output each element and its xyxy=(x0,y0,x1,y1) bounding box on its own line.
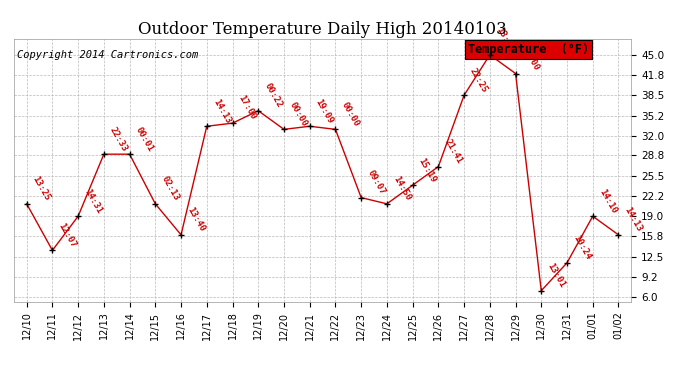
Text: 15:19: 15:19 xyxy=(417,156,438,184)
Text: 02:13: 02:13 xyxy=(159,175,181,202)
Title: Outdoor Temperature Daily High 20140103: Outdoor Temperature Daily High 20140103 xyxy=(138,21,507,38)
Text: 22:25: 22:25 xyxy=(469,66,489,94)
Text: 10:24: 10:24 xyxy=(571,234,593,261)
Text: Temperature  (°F): Temperature (°F) xyxy=(468,44,589,56)
Text: 09:07: 09:07 xyxy=(365,168,386,196)
Text: 14:13: 14:13 xyxy=(622,206,644,234)
Text: 00:22: 00:22 xyxy=(262,82,284,110)
Text: 13:25: 13:25 xyxy=(31,175,52,202)
Text: 22:33: 22:33 xyxy=(108,125,129,153)
Text: 12:07: 12:07 xyxy=(57,221,78,249)
Text: 19:09: 19:09 xyxy=(314,97,335,125)
Text: 14:13: 14:13 xyxy=(211,97,232,125)
Text: 00:00: 00:00 xyxy=(520,44,541,72)
Text: 21:41: 21:41 xyxy=(442,137,464,165)
Text: 13:22: 13:22 xyxy=(494,26,515,54)
Text: 17:00: 17:00 xyxy=(237,94,258,122)
Text: 00:00: 00:00 xyxy=(339,100,361,128)
Text: 13:40: 13:40 xyxy=(185,206,206,234)
Text: 00:01: 00:01 xyxy=(134,125,155,153)
Text: 13:01: 13:01 xyxy=(546,261,566,290)
Text: 14:10: 14:10 xyxy=(597,187,618,215)
Text: 14:31: 14:31 xyxy=(82,187,104,215)
Text: 00:00: 00:00 xyxy=(288,100,309,128)
Text: Copyright 2014 Cartronics.com: Copyright 2014 Cartronics.com xyxy=(17,50,198,60)
Text: 14:50: 14:50 xyxy=(391,175,413,202)
